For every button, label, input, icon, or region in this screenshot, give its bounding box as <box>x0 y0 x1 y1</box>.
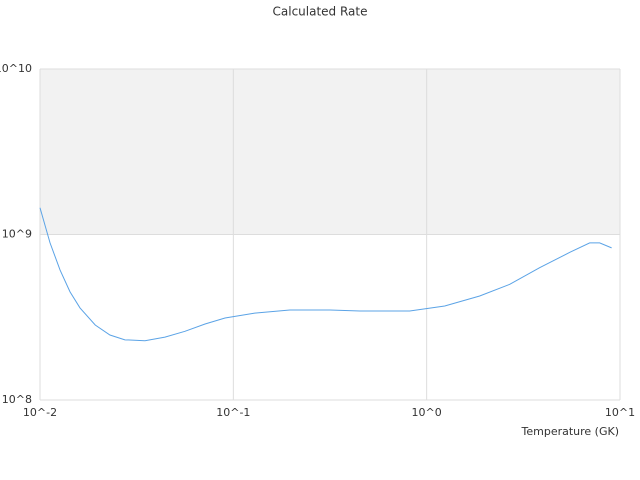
y-tick-label: 10^8 <box>2 393 32 406</box>
x-tick-label: 10^-1 <box>216 406 250 419</box>
y-tick-label: 10^10 <box>0 62 32 75</box>
x-tick-label: 10^-2 <box>23 406 57 419</box>
chart-title: Calculated Rate <box>273 5 368 19</box>
x-tick-label: 10^0 <box>412 406 442 419</box>
y-tick-label: 10^9 <box>2 228 32 241</box>
data-line <box>39 207 612 342</box>
shaded-band <box>40 69 620 235</box>
x-axis-label: Temperature (GK) <box>521 425 620 438</box>
x-tick-label: 10^1 <box>605 406 635 419</box>
